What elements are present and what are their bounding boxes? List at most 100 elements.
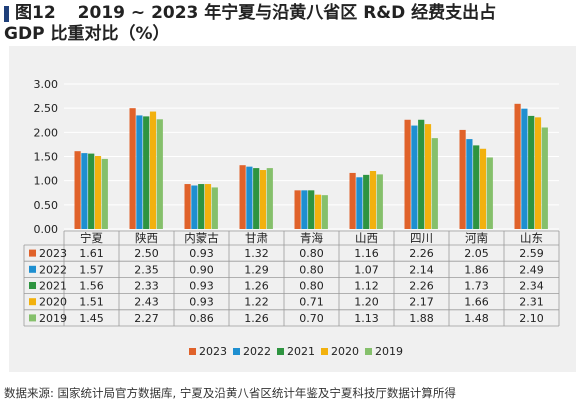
- table-cell-2023-8: 2.59: [519, 247, 544, 260]
- table-cell-2023-1: 2.50: [134, 247, 159, 260]
- bar-2020-3: [259, 170, 267, 229]
- table-cell-2022-1: 2.35: [134, 263, 159, 276]
- table-cell-2019-3: 1.26: [244, 312, 269, 325]
- legend-label-2020: 2020: [331, 345, 359, 358]
- table-cell-2023-7: 2.05: [464, 247, 489, 260]
- table-cell-2020-1: 2.43: [134, 296, 159, 309]
- bar-2022-6: [411, 125, 418, 229]
- legend-key-2022: [233, 348, 240, 355]
- bar-2022-7: [466, 139, 473, 229]
- table-cell-2022-2: 0.90: [189, 263, 214, 276]
- bar-2022-5: [356, 177, 363, 229]
- y-tick-label-4: 2.00: [34, 126, 59, 139]
- bar-2023-1: [129, 108, 136, 229]
- table-cell-2021-8: 2.34: [519, 280, 544, 293]
- bar-2021-1: [143, 116, 150, 229]
- y-tick-label-1: 0.50: [34, 199, 59, 212]
- bar-2019-1: [156, 119, 163, 229]
- table-cell-2019-8: 2.10: [519, 312, 544, 325]
- legend-key-2020: [321, 348, 328, 355]
- y-tick-label-5: 2.50: [34, 102, 59, 115]
- bar-2023-4: [294, 190, 301, 229]
- table-cell-2019-2: 0.86: [189, 312, 214, 325]
- table-cell-2020-0: 1.51: [79, 296, 104, 309]
- bar-2020-6: [424, 124, 432, 229]
- bar-2023-0: [74, 151, 81, 229]
- table-cell-2022-0: 1.57: [79, 263, 104, 276]
- bar-2019-6: [431, 138, 438, 229]
- table-cell-2023-0: 1.61: [79, 247, 104, 260]
- table-cell-2020-8: 2.31: [519, 296, 544, 309]
- table-row-label-2020: 2020: [39, 296, 67, 309]
- table-cell-2023-6: 2.26: [409, 247, 434, 260]
- table-cell-2021-7: 1.73: [464, 280, 489, 293]
- category-label-4: 青海: [300, 231, 323, 245]
- bar-2023-2: [184, 184, 191, 229]
- category-label-0: 宁夏: [80, 231, 103, 245]
- bar-2020-4: [314, 194, 322, 229]
- table-cell-2019-4: 0.70: [299, 312, 324, 325]
- table-cell-2023-5: 1.16: [354, 247, 379, 260]
- table-cell-2020-4: 0.71: [299, 296, 324, 309]
- legend-label-2023: 2023: [199, 345, 227, 358]
- table-cell-2021-6: 2.26: [409, 280, 434, 293]
- y-tick-label-6: 3.00: [34, 78, 59, 91]
- table-row-label-2019: 2019: [39, 312, 67, 325]
- category-label-6: 四川: [410, 231, 433, 245]
- table-row-label-2022: 2022: [39, 263, 67, 276]
- bar-2022-4: [301, 190, 308, 229]
- bar-2020-7: [479, 148, 487, 229]
- table-cell-2023-2: 0.93: [189, 247, 214, 260]
- bar-2019-2: [211, 187, 218, 229]
- table-cell-2019-7: 1.48: [464, 312, 489, 325]
- table-legend-key-2020: [29, 298, 36, 306]
- table-cell-2021-5: 1.12: [354, 280, 379, 293]
- table-cell-2022-4: 0.80: [299, 263, 324, 276]
- bar-2020-8: [534, 117, 542, 229]
- table-cell-2020-3: 1.22: [244, 296, 269, 309]
- table-cell-2020-7: 1.66: [464, 296, 489, 309]
- table-cell-2019-6: 1.88: [409, 312, 434, 325]
- bar-2021-6: [418, 119, 425, 229]
- bar-2022-3: [246, 166, 253, 229]
- title-text-1: 2019 ~ 2023 年宁夏与沿黄八省区 R&D 经费支出占: [77, 3, 497, 23]
- bar-2020-0: [94, 156, 102, 229]
- figure-label: 图12: [15, 3, 56, 23]
- table-cell-2021-0: 1.56: [79, 280, 104, 293]
- y-tick-label-2: 1.00: [34, 175, 59, 188]
- table-cell-2022-3: 1.29: [244, 263, 269, 276]
- table-cell-2020-2: 0.93: [189, 296, 214, 309]
- category-label-2: 内蒙古: [184, 231, 219, 245]
- bar-2023-7: [459, 129, 466, 229]
- bar-2022-2: [191, 185, 198, 229]
- bar-2019-3: [266, 168, 273, 229]
- table-row-label-2023: 2023: [39, 247, 67, 260]
- bar-2020-5: [369, 171, 377, 229]
- table-legend-key-2019: [29, 314, 36, 322]
- bar-2019-8: [541, 127, 548, 229]
- table-cell-2019-0: 1.45: [79, 312, 104, 325]
- title-text-2: GDP 比重对比（%）: [4, 24, 170, 44]
- table-cell-2021-3: 1.26: [244, 280, 269, 293]
- legend-label-2021: 2021: [287, 345, 315, 358]
- table-cell-2022-7: 1.86: [464, 263, 489, 276]
- bar-2023-5: [349, 172, 356, 229]
- category-label-7: 河南: [465, 231, 488, 245]
- table-cell-2022-5: 1.07: [354, 263, 379, 276]
- bar-2020-1: [149, 111, 157, 229]
- table-cell-2021-2: 0.93: [189, 280, 214, 293]
- bar-2023-6: [404, 119, 411, 229]
- y-tick-label-3: 1.50: [34, 151, 59, 164]
- category-label-5: 山西: [355, 231, 378, 245]
- legend-label-2022: 2022: [243, 345, 271, 358]
- bar-2023-8: [514, 103, 521, 229]
- bar-2022-8: [521, 108, 528, 229]
- bar-2023-3: [239, 165, 246, 229]
- bar-2022-1: [136, 115, 143, 229]
- table-legend-key-2023: [29, 249, 36, 257]
- table-cell-2021-1: 2.33: [134, 280, 159, 293]
- table-cell-2020-6: 2.17: [409, 296, 434, 309]
- table-legend-key-2022: [29, 265, 36, 273]
- table-cell-2021-4: 0.80: [299, 280, 324, 293]
- legend-key-2021: [277, 348, 284, 355]
